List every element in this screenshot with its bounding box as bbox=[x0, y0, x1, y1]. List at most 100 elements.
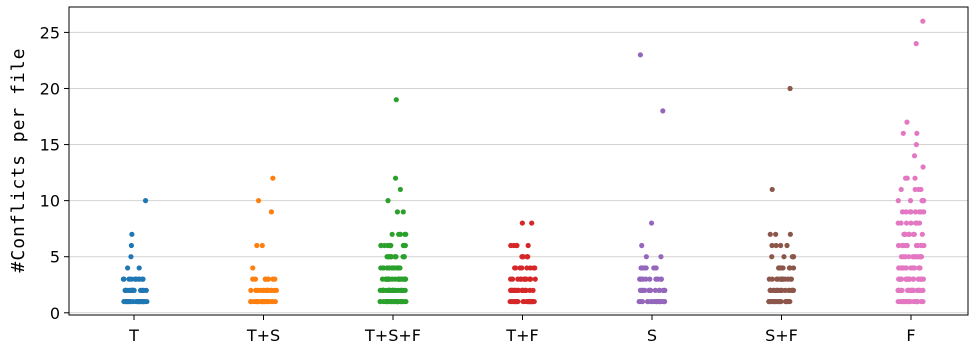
data-point bbox=[519, 220, 525, 226]
data-point bbox=[661, 287, 668, 293]
data-point bbox=[517, 276, 524, 282]
data-point bbox=[786, 298, 792, 305]
data-point bbox=[906, 231, 912, 237]
data-point bbox=[904, 119, 910, 125]
data-point bbox=[393, 265, 399, 271]
data-point bbox=[525, 254, 531, 260]
data-point bbox=[395, 298, 401, 305]
x-tick-label: F bbox=[906, 326, 915, 345]
data-point bbox=[248, 287, 254, 293]
data-point bbox=[136, 265, 142, 271]
data-point bbox=[394, 209, 400, 215]
data-point bbox=[769, 276, 775, 282]
data-point bbox=[121, 298, 127, 305]
data-point bbox=[898, 265, 904, 271]
data-point bbox=[141, 298, 147, 305]
data-point bbox=[767, 298, 773, 305]
data-point bbox=[658, 276, 665, 282]
data-point bbox=[260, 287, 266, 293]
data-point bbox=[637, 52, 643, 58]
data-point bbox=[902, 175, 909, 181]
data-point bbox=[913, 220, 920, 226]
data-point bbox=[385, 298, 391, 305]
data-point bbox=[272, 298, 278, 305]
data-point bbox=[401, 298, 407, 305]
data-point bbox=[907, 198, 914, 204]
data-point bbox=[782, 287, 788, 293]
data-point bbox=[250, 265, 256, 271]
data-point bbox=[911, 265, 918, 271]
data-point bbox=[136, 276, 142, 282]
data-point bbox=[260, 298, 266, 305]
data-point bbox=[272, 276, 278, 282]
data-point bbox=[378, 242, 384, 249]
data-point bbox=[787, 231, 793, 237]
data-point bbox=[911, 276, 917, 282]
data-point bbox=[637, 287, 644, 293]
data-point bbox=[647, 276, 653, 282]
data-point bbox=[125, 265, 131, 271]
data-point bbox=[790, 265, 797, 271]
data-point bbox=[400, 254, 406, 260]
data-point bbox=[255, 287, 261, 293]
data-point bbox=[902, 298, 908, 305]
data-point bbox=[898, 186, 904, 193]
y-tick-label: 0 bbox=[50, 304, 60, 323]
data-point bbox=[384, 254, 390, 260]
data-point bbox=[916, 265, 922, 271]
data-point bbox=[787, 265, 793, 271]
y-tick-label: 5 bbox=[50, 248, 60, 267]
data-point bbox=[911, 153, 918, 159]
data-point bbox=[895, 287, 902, 293]
data-point bbox=[520, 254, 526, 260]
data-point bbox=[142, 198, 149, 204]
data-point bbox=[912, 209, 918, 215]
data-point bbox=[268, 287, 274, 293]
data-point bbox=[790, 287, 797, 293]
data-point bbox=[393, 97, 399, 103]
data-point bbox=[397, 186, 403, 193]
data-point bbox=[120, 276, 126, 282]
data-point bbox=[658, 254, 664, 260]
data-point bbox=[387, 287, 393, 293]
data-point bbox=[900, 242, 906, 249]
y-axis: 0 5 10 15 20 25 bbox=[40, 23, 69, 323]
y-tick-label: 10 bbox=[40, 192, 60, 211]
y-tick-label: 15 bbox=[40, 136, 60, 155]
data-point bbox=[270, 175, 276, 181]
x-tick-label: T+F bbox=[505, 326, 538, 345]
data-point bbox=[900, 130, 906, 136]
data-point bbox=[386, 265, 393, 271]
data-point bbox=[638, 276, 644, 282]
data-point bbox=[254, 242, 260, 249]
data-point bbox=[380, 287, 386, 293]
data-point bbox=[402, 276, 408, 282]
data-point bbox=[520, 298, 526, 305]
data-point bbox=[781, 254, 787, 260]
data-point bbox=[920, 18, 926, 24]
data-point bbox=[919, 298, 925, 305]
x-tick-label: T+S bbox=[246, 326, 280, 345]
data-point bbox=[910, 231, 917, 237]
data-point bbox=[527, 276, 533, 282]
data-point bbox=[780, 265, 786, 271]
data-point bbox=[532, 265, 538, 271]
data-point bbox=[787, 85, 793, 92]
data-point bbox=[918, 242, 924, 249]
y-grid bbox=[69, 31, 968, 314]
y-tick-label: 20 bbox=[40, 79, 60, 98]
data-point bbox=[917, 287, 923, 293]
data-point bbox=[385, 276, 391, 282]
data-point bbox=[652, 287, 658, 293]
data-point bbox=[639, 265, 645, 271]
data-point bbox=[895, 198, 901, 204]
data-point bbox=[910, 287, 917, 293]
data-point bbox=[255, 298, 261, 305]
x-axis: T T+S T+S+F T+F S S+F F bbox=[128, 315, 916, 345]
data-point bbox=[902, 231, 908, 237]
data-point bbox=[777, 298, 783, 305]
data-point bbox=[642, 287, 648, 293]
data-point bbox=[903, 220, 910, 226]
data-point bbox=[914, 130, 920, 136]
